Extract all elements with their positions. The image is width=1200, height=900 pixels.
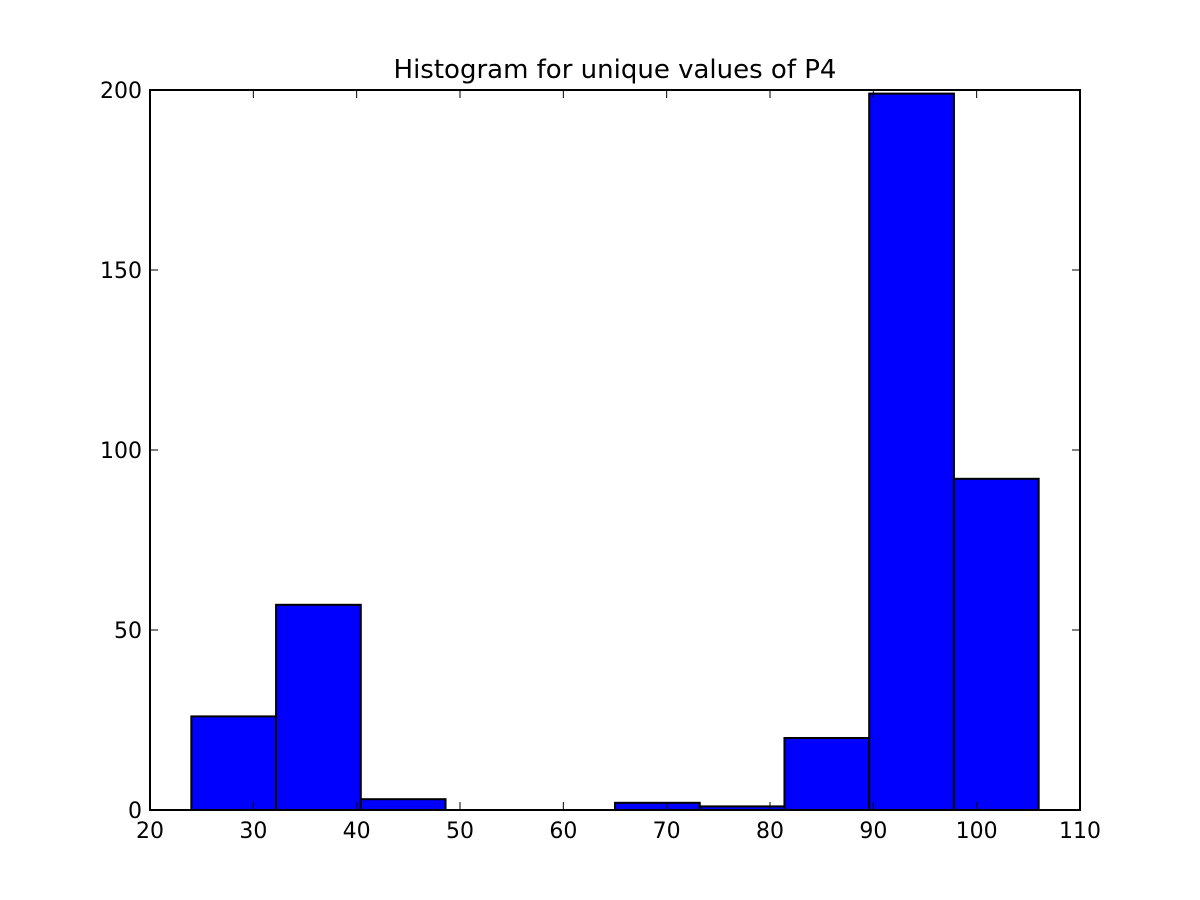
tick-labels: 20 30 40 50 60 70 80 90 100 110 0 50 100 150 200 <box>100 79 1101 844</box>
x-tick-label-60: 60 <box>549 819 577 844</box>
x-tick-label-110: 110 <box>1059 819 1101 844</box>
x-tick-label-80: 80 <box>756 819 784 844</box>
y-tick-label-150: 150 <box>100 259 142 284</box>
histogram-bar-2 <box>359 798 447 812</box>
histogram-bar-7 <box>783 737 871 811</box>
x-tick-label-30: 30 <box>239 819 267 844</box>
histogram-bar-8 <box>868 92 955 812</box>
histogram-bar-1 <box>275 603 362 811</box>
x-tick-label-100: 100 <box>956 819 998 844</box>
x-tick-label-70: 70 <box>653 819 681 844</box>
histogram-bar-9 <box>952 477 1040 811</box>
y-tick-label-50: 50 <box>114 619 142 644</box>
histogram-bar-5 <box>614 801 701 811</box>
x-tick-label-50: 50 <box>446 819 474 844</box>
chart-title: Histogram for unique values of P4 <box>394 55 837 85</box>
y-tick-label-100: 100 <box>100 439 142 464</box>
histogram-bar-0 <box>190 715 278 812</box>
bars <box>190 92 1040 812</box>
y-tick-label-0: 0 <box>128 799 142 824</box>
x-tick-label-90: 90 <box>859 819 887 844</box>
plot-frame <box>149 89 1081 811</box>
y-tick-label-200: 200 <box>100 79 142 104</box>
x-tick-label-20: 20 <box>136 819 164 844</box>
x-tick-label-40: 40 <box>343 819 371 844</box>
